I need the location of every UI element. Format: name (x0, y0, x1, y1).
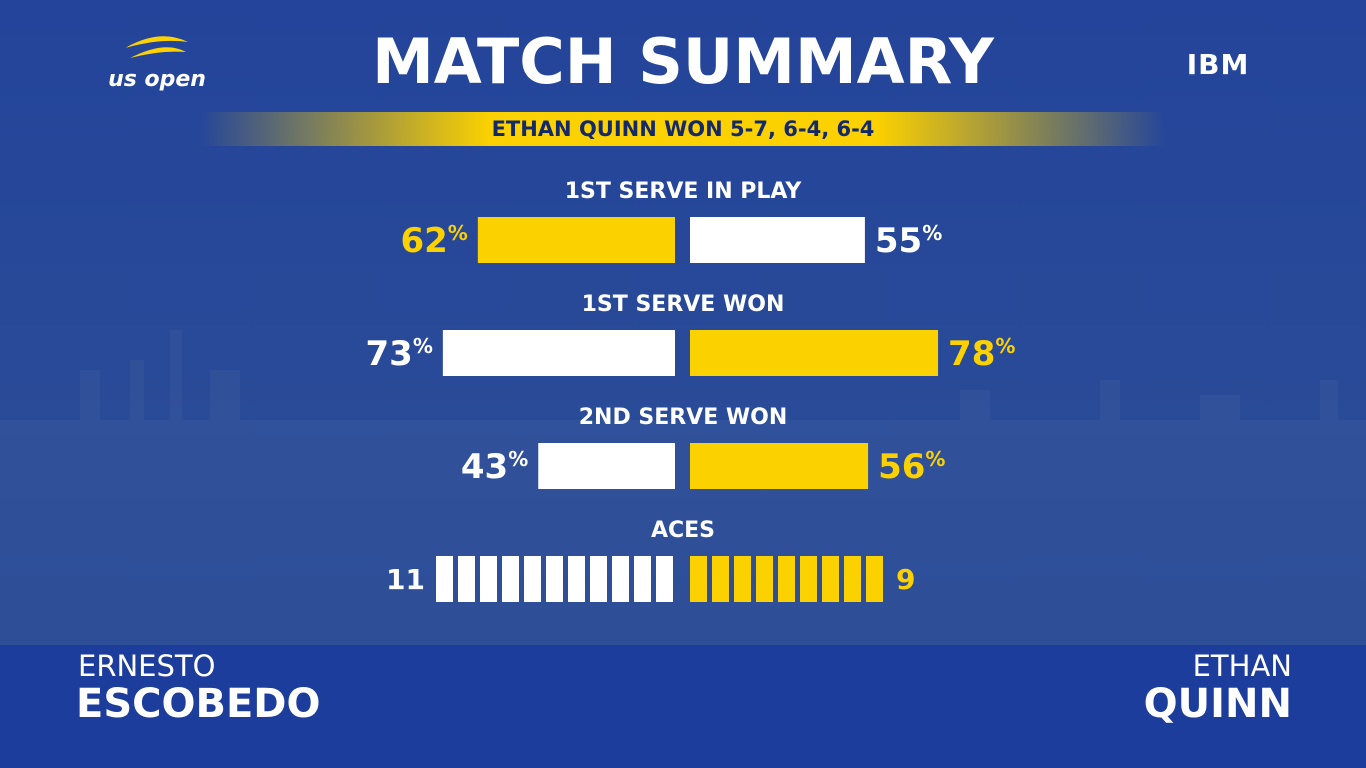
bar (538, 443, 675, 489)
ace-segment (756, 556, 773, 602)
ace-segment (590, 556, 607, 602)
ace-segment (712, 556, 729, 602)
bar (442, 330, 675, 376)
value-label: 43% (461, 447, 528, 487)
bar (690, 330, 939, 376)
stat-label: ACES (651, 518, 715, 543)
ace-segment (502, 556, 519, 602)
stat-label: 1ST SERVE WON (582, 292, 785, 317)
stat-label: 2ND SERVE WON (579, 405, 788, 430)
value-label: 9 (896, 563, 915, 596)
ace-segment (480, 556, 497, 602)
ace-segment (568, 556, 585, 602)
bar (690, 217, 865, 263)
stat-label: 1ST SERVE IN PLAY (565, 179, 803, 204)
value-label: 55% (875, 221, 942, 261)
ace-segment (800, 556, 817, 602)
ace-segment (822, 556, 839, 602)
result: ETHAN QUINN WON 5-7, 6-4, 6-4 (492, 117, 875, 141)
ace-segment (844, 556, 861, 602)
ace-segment (866, 556, 883, 602)
bar (477, 217, 675, 263)
player-first-name: ERNESTO (78, 649, 215, 683)
logo: us open (108, 67, 206, 92)
value-label: 78% (948, 334, 1015, 374)
result-strip (200, 112, 1166, 146)
value-label: 73% (365, 334, 432, 374)
logo-icon (125, 36, 188, 58)
footer-band (0, 645, 1366, 768)
value-label: 56% (878, 447, 945, 487)
ace-segment (436, 556, 453, 602)
bar (690, 443, 869, 489)
ace-segment (656, 556, 673, 602)
player-last-name: QUINN (1144, 681, 1292, 727)
ace-segment (524, 556, 541, 602)
ace-segment (734, 556, 751, 602)
ace-segment (634, 556, 651, 602)
title: MATCH SUMMARY (372, 25, 995, 98)
ace-segment (546, 556, 563, 602)
ace-segment (778, 556, 795, 602)
ace-segment (612, 556, 629, 602)
value-label: 11 (386, 563, 425, 596)
sponsor: IBM (1187, 48, 1250, 81)
skyline (0, 330, 1366, 650)
ace-segment (690, 556, 707, 602)
value-label: 62% (400, 221, 467, 261)
player-last-name: ESCOBEDO (76, 681, 321, 727)
ace-segment (458, 556, 475, 602)
player-first-name: ETHAN (1193, 649, 1292, 683)
